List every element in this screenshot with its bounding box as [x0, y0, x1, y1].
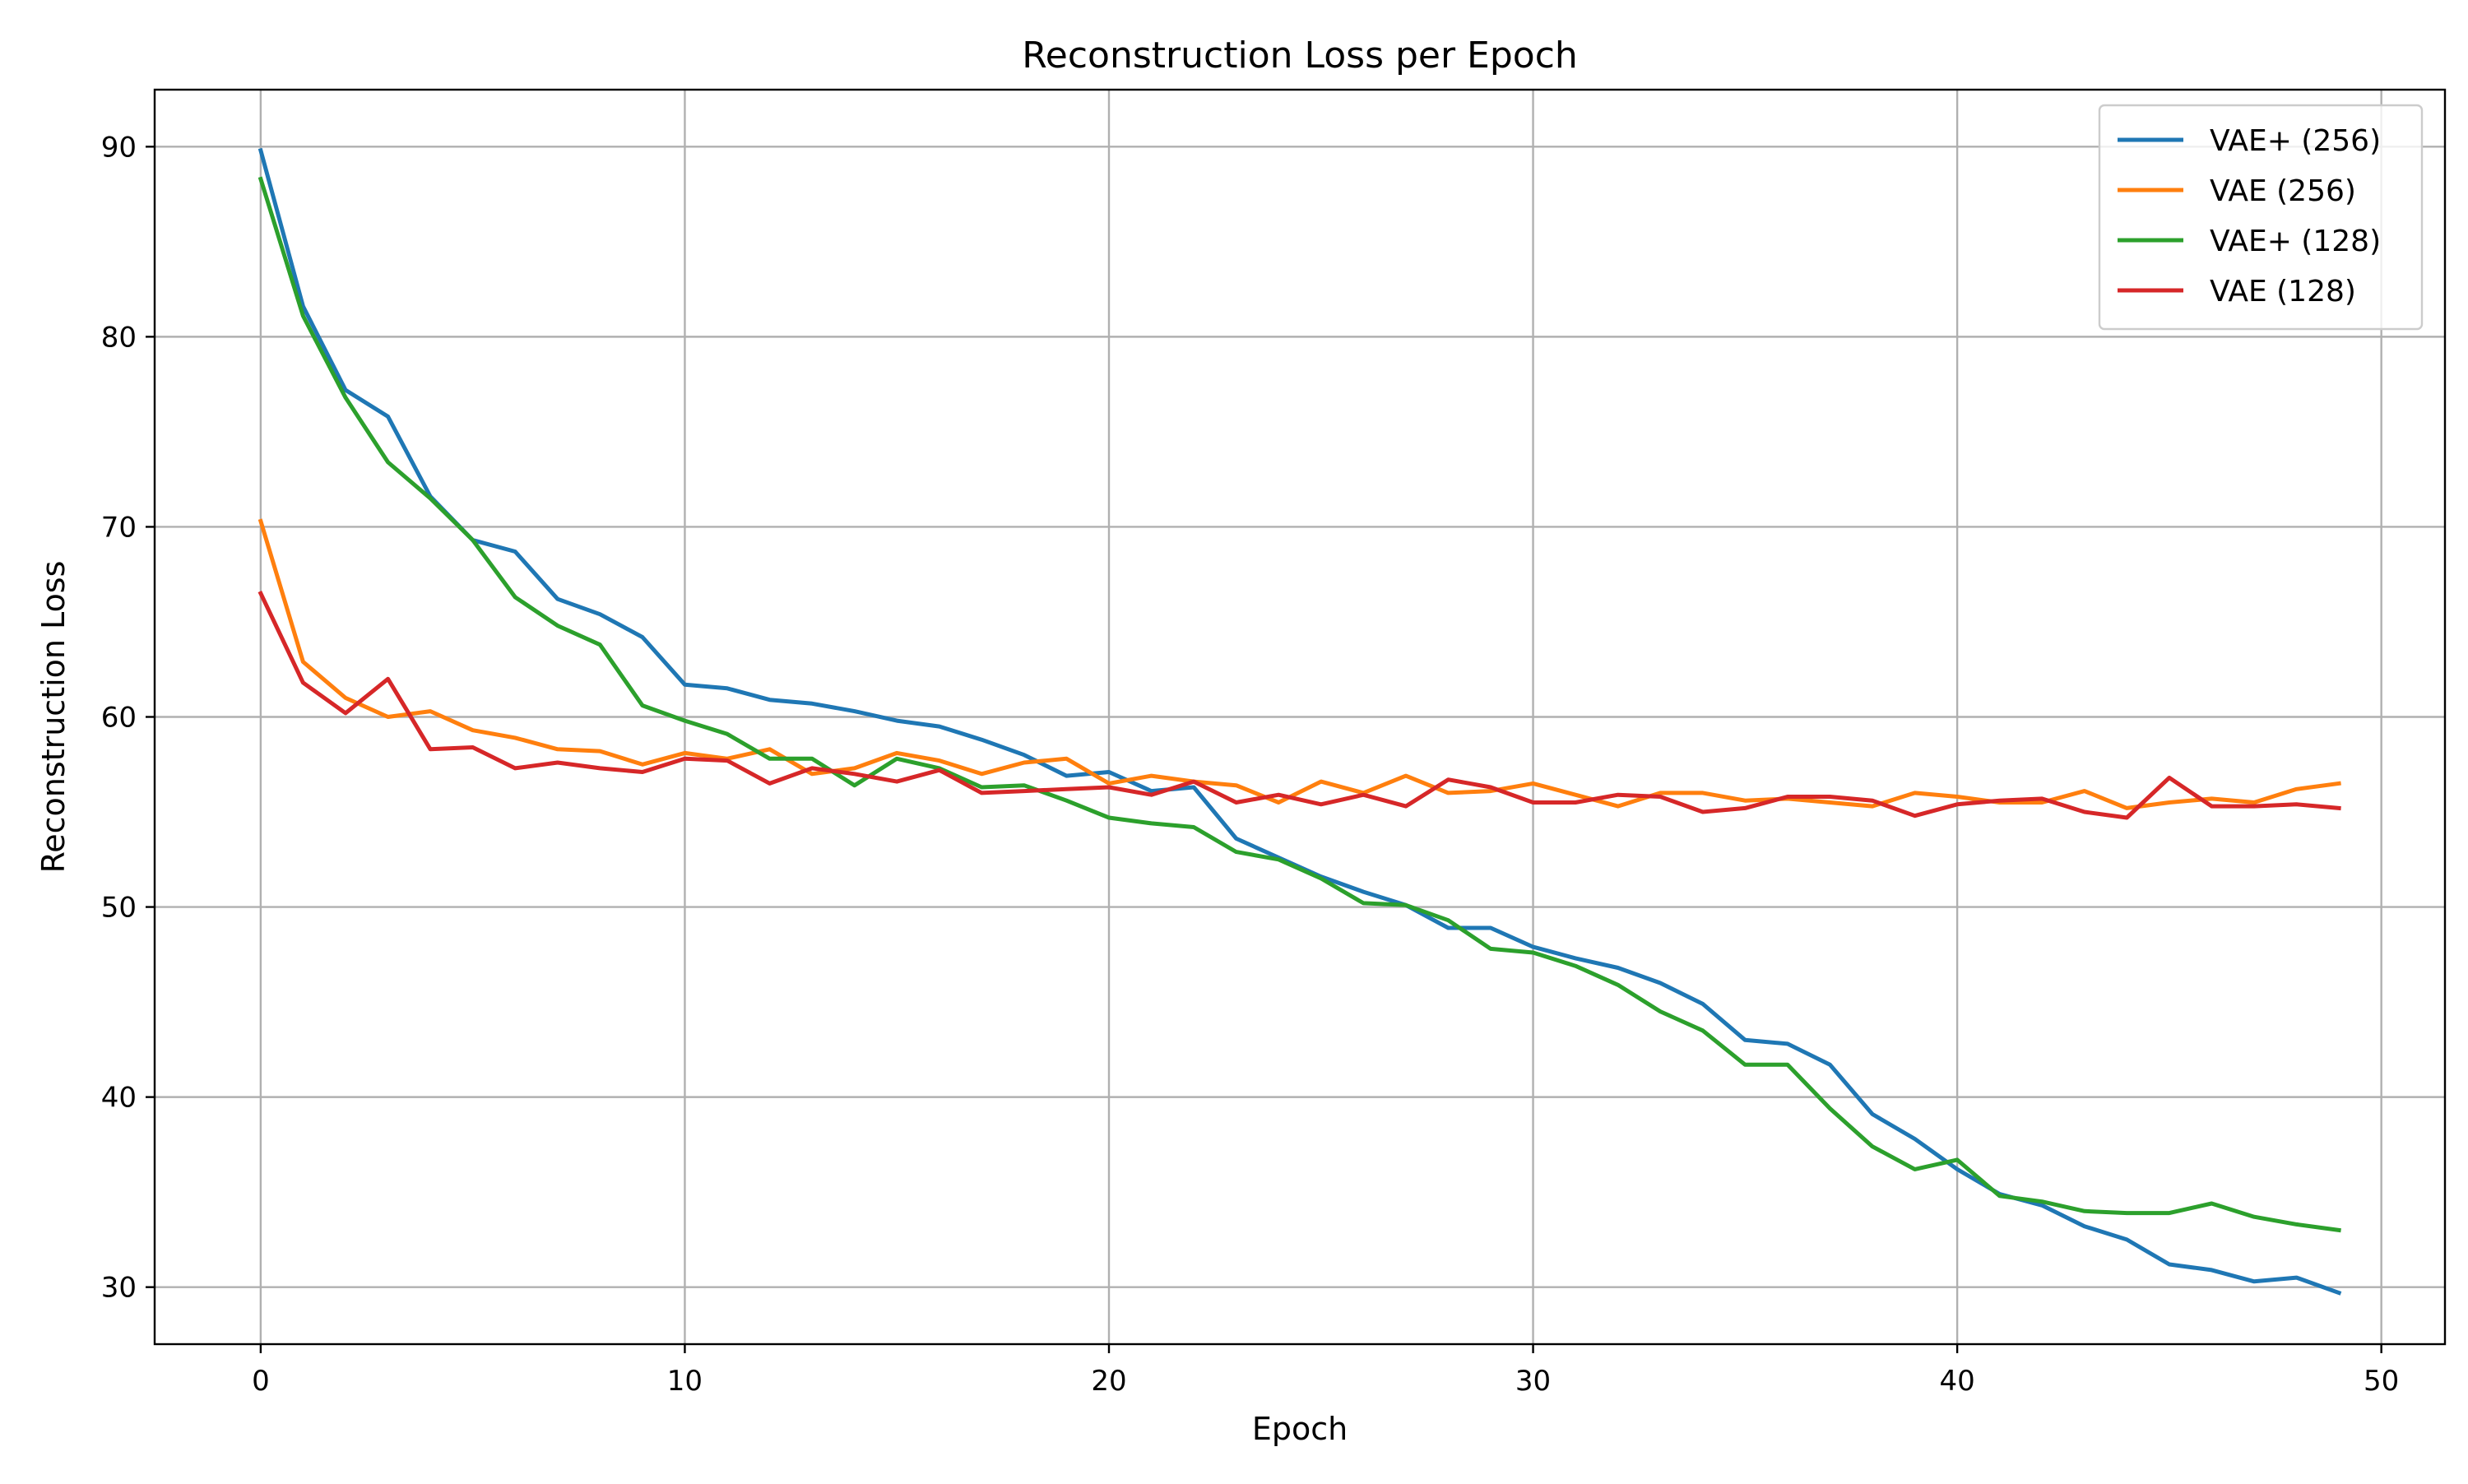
legend: VAE+ (256) VAE (256) VAE+ (128) VAE (128) — [2098, 104, 2424, 331]
x-tick-label: 20 — [1091, 1365, 1126, 1398]
series-lines — [257, 147, 2342, 1296]
x-tick-label: 50 — [2364, 1365, 2399, 1398]
y-tick-label: 50 — [101, 892, 137, 925]
y-tick-label: 90 — [101, 131, 137, 164]
x-tick-label: 30 — [1515, 1365, 1551, 1398]
legend-label-vae-256: VAE+ (256) — [2210, 124, 2381, 158]
x-tick-label: 40 — [1939, 1365, 1974, 1398]
legend-label-vae-256: VAE (256) — [2210, 174, 2356, 208]
series-line-vae-128 — [257, 176, 2341, 1233]
x-tick-label: 0 — [252, 1365, 270, 1398]
series-line-vae-128 — [257, 590, 2341, 820]
y-axis-label: Reconstruction Loss — [35, 561, 72, 874]
y-tick-label: 60 — [101, 702, 137, 735]
legend-label-vae-128: VAE (128) — [2210, 275, 2356, 308]
legend-label-vae-128: VAE+ (128) — [2210, 225, 2381, 258]
y-tick-label: 80 — [101, 321, 137, 354]
legend-box — [2098, 104, 2424, 331]
y-tick-label: 30 — [101, 1272, 137, 1305]
y-tick-label: 40 — [101, 1082, 137, 1115]
y-tick-label: 70 — [101, 511, 137, 544]
x-axis-label: Epoch — [1252, 1411, 1348, 1447]
chart-title: Reconstruction Loss per Epoch — [1022, 35, 1578, 77]
axis-ticks: 0 10 20 30 40 50 30 40 50 60 70 80 90 — [101, 131, 2400, 1398]
x-tick-label: 10 — [667, 1365, 703, 1398]
